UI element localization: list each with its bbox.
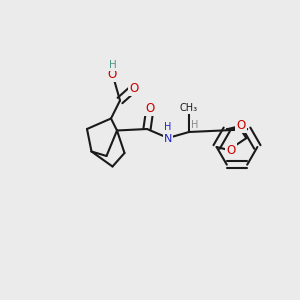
Text: H: H [109,60,116,70]
Text: N: N [164,134,172,144]
Text: CH₃: CH₃ [180,103,198,113]
Text: O: O [108,68,117,81]
Text: O: O [146,101,154,115]
Text: H: H [164,122,172,133]
Text: H: H [191,119,198,130]
Text: O: O [237,119,246,132]
Text: O: O [226,144,236,157]
Text: O: O [129,82,138,95]
